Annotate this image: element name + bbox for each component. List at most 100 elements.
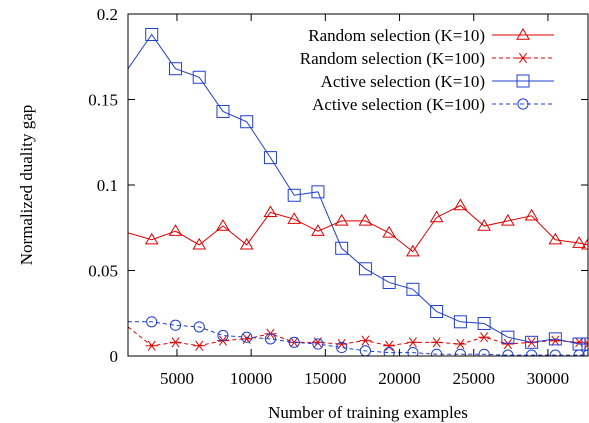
data-point [453,315,467,329]
marker-stroke [147,340,156,351]
data-point [549,349,561,356]
legend-entry: Random selection (K=100) [300,49,554,68]
data-point [406,282,420,296]
data-point [431,348,443,356]
data-point [312,338,324,350]
data-point [335,241,349,255]
data-point [263,205,278,218]
marker-stroke [551,335,560,346]
data-point [193,321,205,333]
legend-label: Random selection (K=10) [308,26,485,45]
data-point [241,331,253,343]
marker-stroke [408,337,417,348]
data-point [169,319,182,331]
y-tick-label: 0.05 [88,262,118,281]
x-tick-label: 25000 [452,369,495,388]
y-tick-label: 0.15 [88,91,118,110]
data-point [524,208,539,221]
data-point [311,185,325,199]
data-point [383,346,395,356]
marker-stroke [385,340,394,351]
data-point [478,332,491,343]
data-point [477,219,492,231]
marker-stroke [575,337,584,348]
data-point [383,340,396,351]
legend-marker [517,52,529,64]
data-point [526,349,538,356]
data-point [192,70,206,84]
data-point [216,219,230,231]
data-point [548,232,563,245]
y-axis-label: Normalized duality gap [17,105,36,266]
data-point [193,340,206,351]
data-point [500,213,515,226]
data-point [582,349,588,356]
data-point [168,224,183,236]
data-point [548,332,562,346]
data-point [263,151,277,165]
y-tick-label: 0.1 [97,176,118,195]
marker-stroke [195,340,204,351]
data-point [145,340,158,351]
series-1 [128,198,588,257]
data-point [502,349,514,356]
data-point [454,338,467,350]
marker-stroke [519,52,527,64]
data-point [549,335,562,346]
legend-entry: Random selection (K=10) [308,26,554,45]
data-point [217,329,229,342]
legend-marker [517,98,529,110]
marker-stroke [584,338,588,345]
data-point [287,188,301,202]
series-line [128,33,588,345]
data-point [573,349,585,356]
data-point [454,348,466,356]
y-tick-label: 0.2 [97,5,118,24]
data-point [382,275,396,289]
data-point [144,232,159,245]
legend-marker [516,28,530,40]
data-point [216,104,230,118]
data-point [429,210,444,223]
legend: Random selection (K=10) Random selection … [300,26,554,114]
data-point [311,224,325,236]
data-point [336,341,348,354]
data-point [501,330,515,344]
series-line [128,204,588,253]
data-point [239,237,254,250]
x-tick-label: 10000 [230,369,273,388]
data-point [501,338,514,350]
legend-label: Active selection (K=100) [312,95,485,114]
data-point [192,237,207,250]
y-tick-label: 0 [110,347,119,366]
series-line [128,321,588,356]
data-point [359,335,372,346]
data-point [407,346,419,356]
data-point [358,213,373,226]
series-layer [128,28,588,356]
legend-marker [516,74,530,88]
x-axis-label: Number of training examples [268,403,468,422]
data-point [145,28,159,42]
data-point [581,237,588,250]
legend-entry: Active selection (K=100) [312,95,554,114]
data-point [525,335,539,349]
marker-stroke [503,338,512,350]
data-point [146,316,158,328]
data-point [430,305,444,319]
marker-stroke [432,337,441,348]
data-point [287,212,302,224]
x-tick-label: 5000 [160,369,194,388]
x-tick-label: 30000 [527,369,570,388]
data-point [478,348,490,356]
data-point [406,244,420,257]
marker-stroke [171,337,180,348]
marker-stroke [456,338,465,350]
data-point [382,225,397,238]
legend-label: Random selection (K=100) [300,49,485,68]
x-tick-label: 15000 [304,369,347,388]
series-2 [128,326,588,351]
data-point [477,317,491,331]
data-point [406,337,419,348]
